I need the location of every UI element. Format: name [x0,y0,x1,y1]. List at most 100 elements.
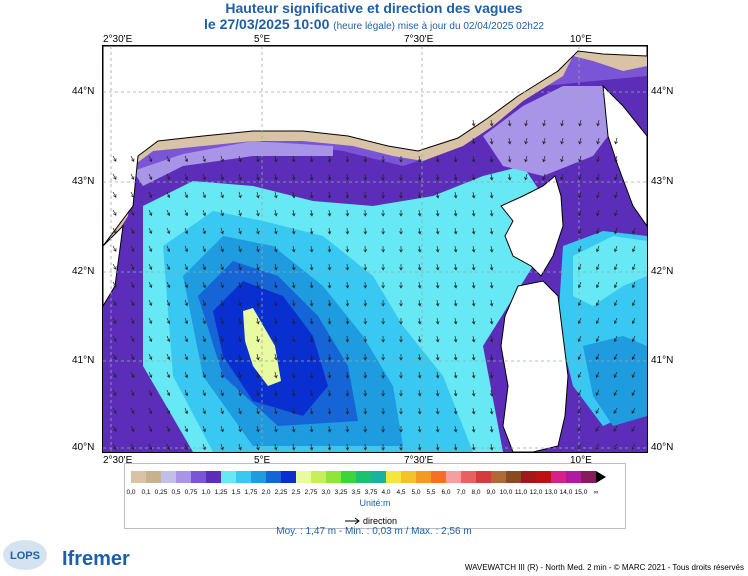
direction-arrow [148,155,153,163]
direction-arrow [363,173,368,181]
legend-unit: Unité:m [359,498,390,508]
direction-arrow [184,155,189,163]
legend-tick-label: 10,0 [500,489,513,496]
direction-arrow [595,371,600,378]
direction-arrow [489,119,494,127]
direction-arrow [453,173,458,181]
direction-arrow [595,281,600,289]
direction-arrow [399,263,403,271]
legend-tick-label: 6,0 [441,489,450,496]
direction-arrow [112,389,117,396]
direction-arrow [489,389,494,397]
direction-arrow [435,191,440,199]
direction-arrow [631,335,636,343]
direction-arrow [471,191,476,199]
direction-arrow [184,191,189,199]
legend-swatch [386,471,401,483]
direction-arrow [417,317,422,325]
legend-swatch [506,471,521,483]
direction-arrow [417,407,422,415]
direction-arrow [471,353,476,361]
direction-arrow [309,227,314,235]
direction-arrow [291,335,296,343]
direction-arrow [578,209,582,217]
direction-arrow [613,353,618,361]
direction-arrow [560,173,564,181]
direction-arrow [291,299,296,307]
direction-arrow [273,443,278,451]
direction-arrow [202,371,206,379]
direction-arrow [595,425,600,432]
legend-tick-label: 0,0 [126,489,135,496]
direction-arrow [489,263,494,271]
direction-arrow [238,191,242,199]
direction-arrow [363,317,368,325]
direction-arrow [577,443,582,450]
direction-arrow [202,209,206,217]
direction-arrow [345,389,350,397]
wave-map[interactable] [102,45,648,453]
direction-arrow [578,227,582,235]
legend-tick-label: 1,5 [231,489,240,496]
direction-arrow [399,209,403,217]
direction-arrow [399,299,403,307]
legend-tick-label: 3,75 [365,489,378,496]
direction-arrow [381,389,385,397]
direction-arrow [631,389,636,396]
legend-swatch [146,471,161,483]
direction-arrow [345,209,350,217]
direction-arrow [238,209,242,217]
direction-arrow [238,245,242,253]
legend-swatch [416,471,431,483]
direction-arrow [309,317,314,325]
direction-arrow [202,263,206,271]
direction-arrow [399,425,403,433]
direction-arrow [381,209,385,217]
direction-arrow [595,263,600,271]
direction-arrow [613,443,618,450]
direction-arrow [327,227,332,235]
direction-arrow [345,173,350,181]
ifremer-logo: Ifremer [62,548,130,570]
legend-tick-label: 1,25 [215,489,228,496]
direction-arrow [345,317,350,325]
direction-arrow [417,155,422,163]
direction-arrow [309,173,314,181]
legend-swatch [551,471,566,483]
direction-arrow [453,227,458,235]
direction-arrow [220,173,224,181]
direction-arrow [631,299,636,307]
direction-arrow [614,155,618,163]
direction-arrow [399,317,403,325]
direction-arrow [273,335,278,343]
direction-arrow [363,263,368,271]
direction-arrow [631,371,636,378]
direction-arrow [130,389,135,396]
direction-arrow [507,173,512,181]
legend-swatch [296,471,311,483]
direction-arrow [542,119,546,127]
direction-arrow [577,335,582,343]
legend-tick-label: 1,75 [245,489,258,496]
legend-direction-arrow [345,517,360,525]
direction-arrow [417,443,422,451]
legend-tick-label: 2,0 [261,489,270,496]
direction-arrow [112,443,117,450]
map-title: Hauteur significative et direction des v… [225,0,523,16]
direction-arrow [489,407,494,415]
legend-swatch [161,471,176,483]
direction-arrow [291,245,296,253]
direction-arrow [417,371,422,379]
direction-arrow [345,425,350,433]
direction-arrow [148,191,153,199]
direction-arrow [273,371,278,379]
direction-arrow [130,227,135,234]
direction-arrow [471,155,476,163]
wave-band-lion [133,141,333,186]
direction-arrow [596,209,600,217]
direction-arrow [399,281,403,289]
direction-arrow [130,443,135,450]
footer-credit: WAVEWATCH III (R) - North Med. 2 min - ©… [464,563,744,572]
direction-arrow [577,425,582,432]
direction-arrow [184,173,189,181]
